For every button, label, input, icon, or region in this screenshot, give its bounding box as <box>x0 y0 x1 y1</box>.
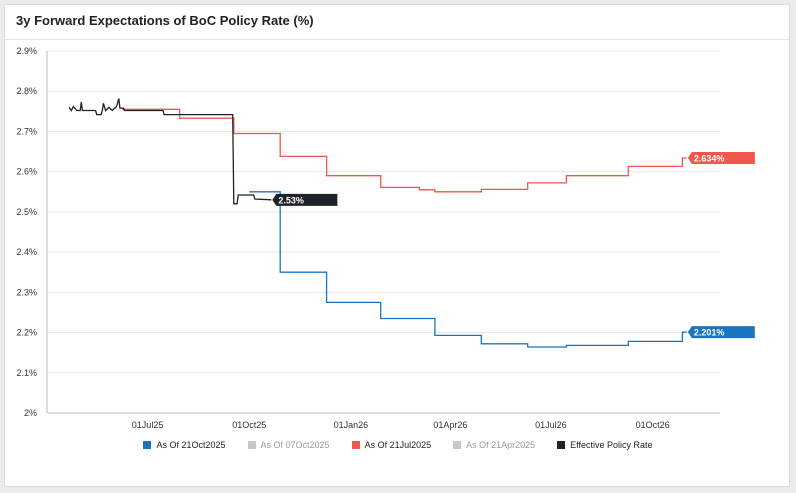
end-label: 2.634% <box>694 153 725 163</box>
legend-item[interactable]: As Of 07Oct2025 <box>247 440 330 450</box>
y-tick-label: 2.3% <box>16 287 37 297</box>
legend-item[interactable]: As Of 21Jul2025 <box>351 440 432 450</box>
title-bar: 3y Forward Expectations of BoC Policy Ra… <box>5 5 789 40</box>
end-label-box <box>687 151 755 164</box>
x-tick-label: 01Jul26 <box>535 420 567 430</box>
end-label-box <box>687 326 755 339</box>
end-label: 2.53% <box>278 195 304 205</box>
x-tick-label: 01Jul25 <box>132 420 164 430</box>
x-tick-label: 01Oct26 <box>636 420 670 430</box>
legend-label: As Of 21Oct2025 <box>156 440 226 450</box>
series-line <box>68 98 272 205</box>
y-tick-label: 2.9% <box>16 46 37 56</box>
y-tick-label: 2.2% <box>16 328 37 338</box>
legend-label: Effective Policy Rate <box>570 440 653 450</box>
legend-item[interactable]: As Of 21Apr2025 <box>453 440 535 450</box>
x-tick-label: 01Apr26 <box>433 420 467 430</box>
legend-swatch <box>143 441 152 449</box>
end-label-box <box>272 193 338 206</box>
chart-title: 3y Forward Expectations of BoC Policy Ra… <box>16 13 314 28</box>
series-line <box>122 108 687 193</box>
x-tick-label: 01Oct25 <box>232 420 266 430</box>
x-tick-label: 01Jan26 <box>334 420 369 430</box>
y-tick-label: 2.8% <box>16 86 37 96</box>
y-tick-label: 2.4% <box>16 247 37 257</box>
y-tick-label: 2.6% <box>16 167 37 177</box>
legend-swatch <box>453 441 462 449</box>
legend-swatch <box>557 441 566 449</box>
y-tick-label: 2.7% <box>16 126 37 136</box>
chart-legend: As Of 21Oct2025 As Of 07Oct2025 As Of 21Ju… <box>0 440 796 450</box>
legend-item[interactable]: Effective Policy Rate <box>557 440 653 450</box>
chart-card: 3y Forward Expectations of BoC Policy Ra… <box>4 4 790 487</box>
legend-label: As Of 21Jul2025 <box>364 440 432 450</box>
legend-label: As Of 07Oct2025 <box>260 440 330 450</box>
y-tick-label: 2.5% <box>16 207 37 217</box>
end-label: 2.201% <box>694 328 725 338</box>
y-tick-label: 2% <box>24 408 37 418</box>
legend-swatch <box>351 441 360 449</box>
series-line <box>249 191 687 348</box>
legend-swatch <box>247 441 256 449</box>
legend-item[interactable]: As Of 21Oct2025 <box>143 440 226 450</box>
legend-label: As Of 21Apr2025 <box>466 440 536 450</box>
y-tick-label: 2.1% <box>16 368 37 378</box>
